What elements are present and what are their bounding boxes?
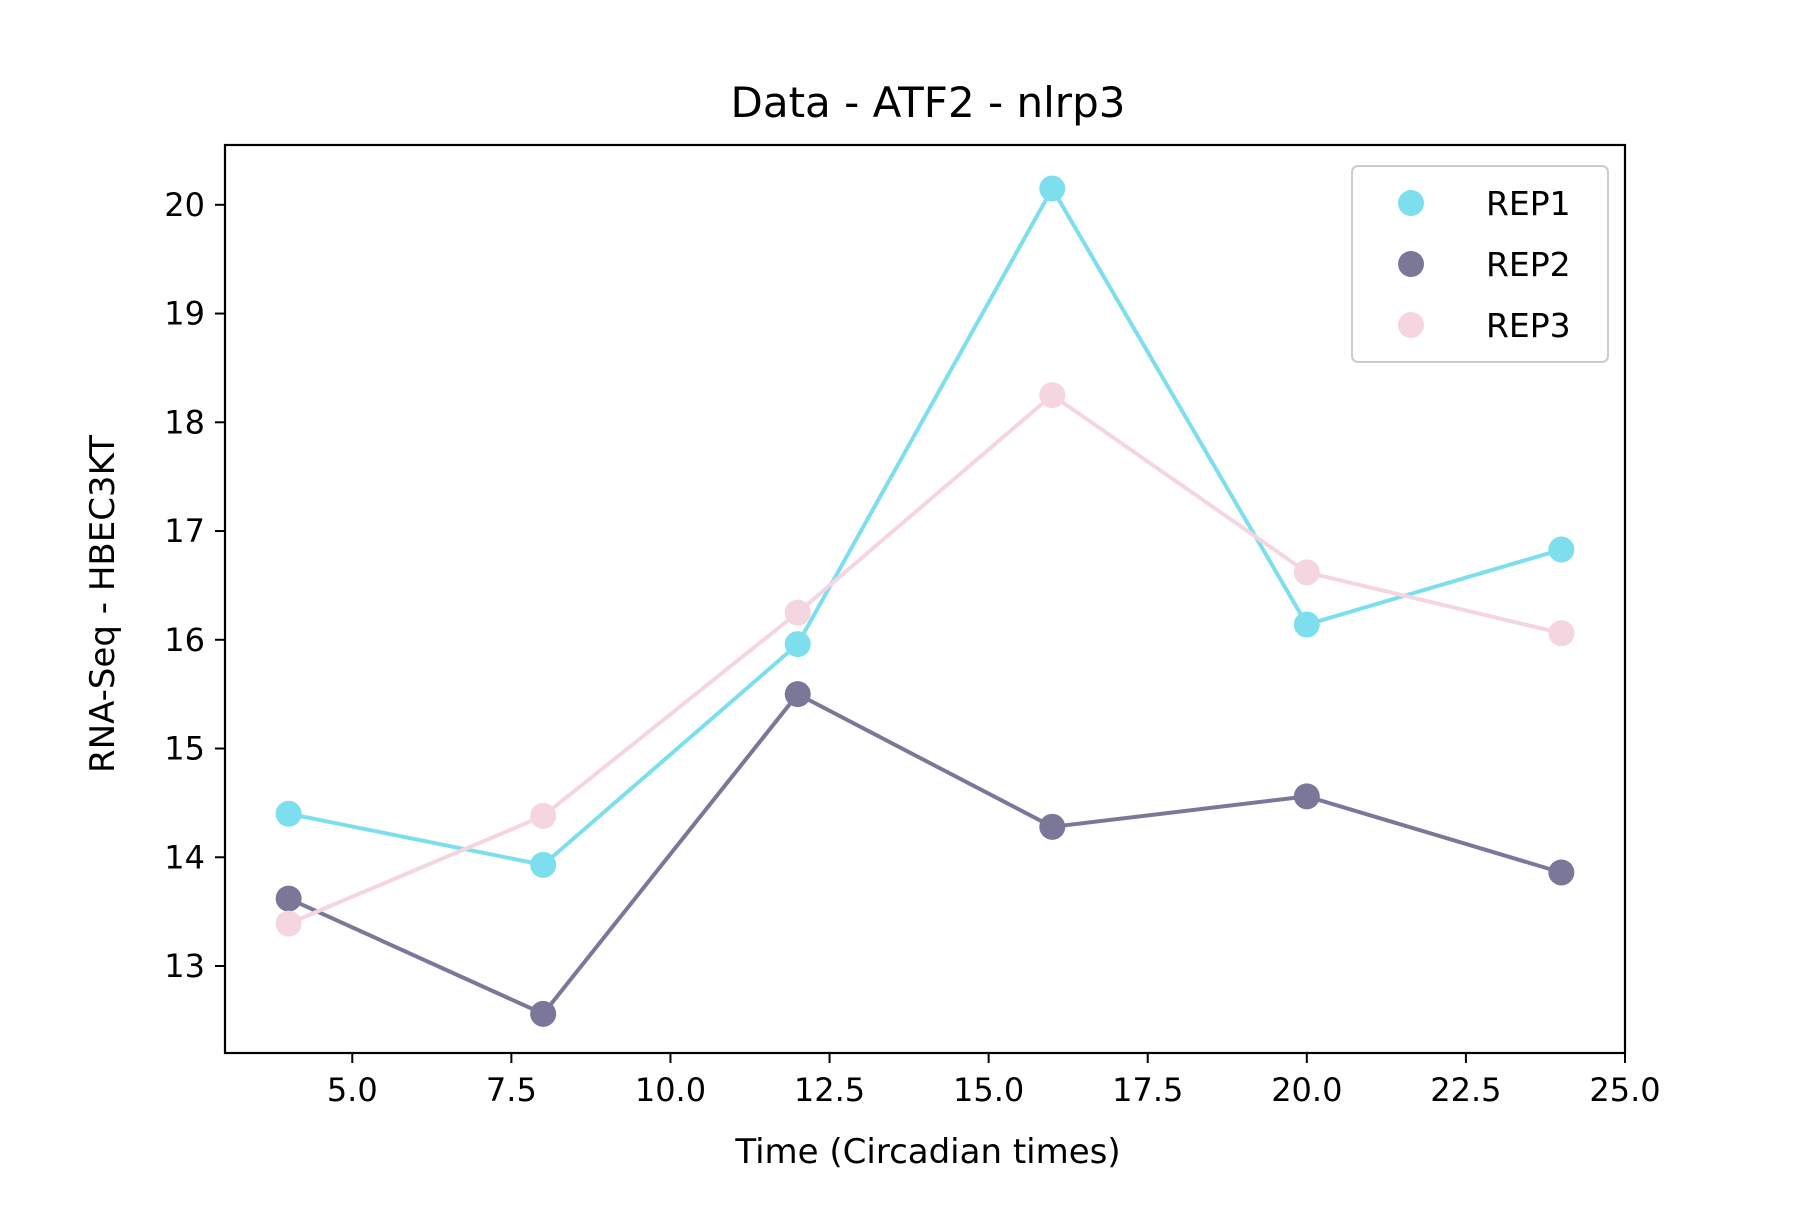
chart-title: Data - ATF2 - nlrp3 xyxy=(731,78,1126,127)
y-tick-label: 20 xyxy=(164,186,205,224)
y-tick-label: 17 xyxy=(164,512,205,550)
legend-marker-rep3 xyxy=(1398,312,1424,338)
x-axis: 5.0 7.5 10.0 12.5 15.0 17.5 20.0 22.5 25.0 xyxy=(327,1053,1661,1109)
data-point-rep2 xyxy=(275,885,302,912)
x-tick-label: 17.5 xyxy=(1112,1071,1183,1109)
series-line-rep1 xyxy=(288,186,1562,867)
legend-label-rep1: REP1 xyxy=(1486,184,1571,223)
y-tick-label: 15 xyxy=(164,730,205,768)
legend-label-rep2: REP2 xyxy=(1486,245,1571,284)
data-point-rep3 xyxy=(1293,559,1320,586)
series-line-rep2 xyxy=(287,692,1562,1016)
data-point-rep1 xyxy=(530,851,557,878)
x-tick-label: 12.5 xyxy=(794,1071,865,1109)
legend-marker-rep1 xyxy=(1398,190,1424,216)
x-tick-label: 7.5 xyxy=(486,1071,537,1109)
x-tick-label: 15.0 xyxy=(953,1071,1024,1109)
data-point-rep2 xyxy=(784,681,811,708)
x-tick-label: 25.0 xyxy=(1589,1071,1660,1109)
y-axis: 13 14 15 16 17 18 19 20 xyxy=(164,186,225,985)
series-line-rep3 xyxy=(287,393,1562,926)
legend-marker-rep2 xyxy=(1398,251,1424,277)
data-point-rep3 xyxy=(784,599,811,626)
y-tick-label: 18 xyxy=(164,403,205,441)
data-point-rep1 xyxy=(275,800,302,827)
data-point-rep2 xyxy=(1548,859,1575,886)
y-tick-label: 19 xyxy=(164,295,205,333)
data-point-rep1 xyxy=(1293,611,1320,638)
data-point-rep3 xyxy=(275,910,302,937)
x-tick-label: 20.0 xyxy=(1271,1071,1342,1109)
data-point-rep2 xyxy=(530,1000,557,1027)
y-tick-label: 14 xyxy=(164,838,205,876)
x-tick-label: 10.0 xyxy=(635,1071,706,1109)
x-axis-label: Time (Circadian times) xyxy=(734,1132,1120,1172)
plot-area xyxy=(275,175,1575,1027)
legend-label-rep3: REP3 xyxy=(1486,306,1571,345)
data-point-rep1 xyxy=(1548,536,1575,563)
data-point-rep1 xyxy=(784,631,811,658)
x-tick-label: 22.5 xyxy=(1430,1071,1501,1109)
legend: REP1 REP2 REP3 xyxy=(1351,165,1609,363)
data-point-rep3 xyxy=(530,802,557,829)
plot-frame xyxy=(223,143,1627,1055)
data-point-rep1 xyxy=(1039,175,1066,202)
y-axis-label: RNA-Seq - HBEC3KT xyxy=(83,435,123,773)
data-point-rep2 xyxy=(1293,783,1320,810)
x-tick-label: 5.0 xyxy=(327,1071,378,1109)
y-tick-label: 13 xyxy=(164,947,205,985)
y-tick-label: 16 xyxy=(164,621,205,659)
data-point-rep3 xyxy=(1548,620,1575,647)
data-point-rep3 xyxy=(1039,382,1066,409)
data-point-rep2 xyxy=(1039,813,1066,840)
